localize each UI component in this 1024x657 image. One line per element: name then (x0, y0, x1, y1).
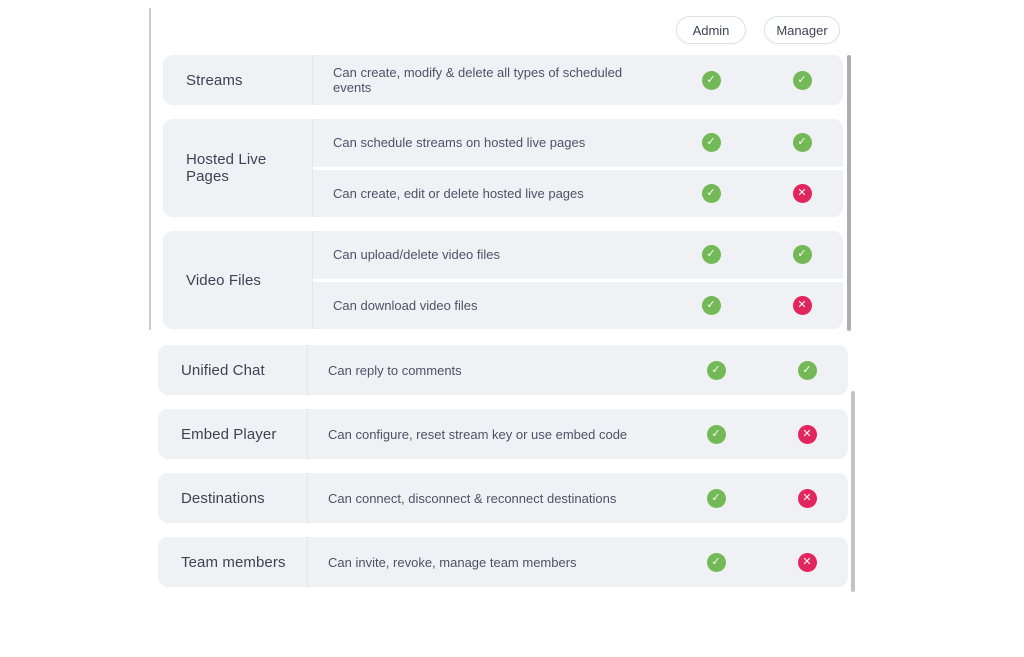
scrollbar-thumb-bottom[interactable] (851, 391, 855, 592)
permission-card-team-members: Team members Can invite, revoke, manage … (158, 537, 848, 587)
permission-row: Can connect, disconnect & reconnect dest… (308, 473, 848, 523)
category-label: Embed Player (158, 409, 308, 459)
category-label: Unified Chat (158, 345, 308, 395)
permission-description: Can schedule streams on hosted live page… (333, 135, 586, 151)
admin-role-button[interactable]: Admin (676, 16, 746, 44)
permission-description: Can configure, reset stream key or use e… (328, 426, 628, 442)
category-label: Team members (158, 537, 308, 587)
permission-card-streams: Streams Can create, modify & delete all … (163, 55, 843, 105)
manager-permission-icon: ✕ (792, 183, 812, 203)
manager-permission-icon: ✓ (792, 133, 812, 153)
manager-role-button[interactable]: Manager (764, 16, 840, 44)
manager-permission-icon: ✕ (797, 552, 817, 572)
permission-description: Can create, edit or delete hosted live p… (333, 185, 584, 201)
permission-row: Can upload/delete video files ✓ ✓ (313, 231, 843, 279)
permission-row: Can reply to comments ✓ ✓ (308, 345, 848, 395)
manager-permission-icon: ✕ (797, 424, 817, 444)
permission-card-unified-chat: Unified Chat Can reply to comments ✓ ✓ (158, 345, 848, 395)
permission-description: Can upload/delete video files (333, 247, 500, 263)
manager-permission-icon: ✓ (797, 360, 817, 380)
manager-permission-icon: ✓ (792, 245, 812, 265)
permission-card-embed-player: Embed Player Can configure, reset stream… (158, 409, 848, 459)
permission-card-video-files: Video Files Can upload/delete video file… (163, 231, 843, 329)
left-divider-line (149, 8, 151, 330)
admin-permission-icon: ✓ (706, 360, 726, 380)
permission-row: Can invite, revoke, manage team members … (308, 537, 848, 587)
category-label: Hosted Live Pages (163, 119, 313, 217)
permission-row: Can download video files ✓ ✕ (313, 278, 843, 330)
permission-description: Can connect, disconnect & reconnect dest… (328, 490, 617, 506)
admin-permission-icon: ✓ (706, 424, 726, 444)
permissions-group-bottom: Unified Chat Can reply to comments ✓ ✓ E… (158, 345, 848, 587)
permission-description: Can create, modify & delete all types of… (333, 65, 623, 95)
permission-description: Can download video files (333, 297, 478, 313)
permission-row: Can create, modify & delete all types of… (313, 55, 843, 105)
category-label: Streams (163, 55, 313, 105)
admin-permission-icon: ✓ (706, 488, 726, 508)
permission-description: Can invite, revoke, manage team members (328, 554, 577, 570)
permission-row: Can create, edit or delete hosted live p… (313, 166, 843, 218)
category-label: Video Files (163, 231, 313, 329)
admin-permission-icon: ✓ (701, 295, 721, 315)
admin-permission-icon: ✓ (701, 133, 721, 153)
permission-row: Can schedule streams on hosted live page… (313, 119, 843, 167)
admin-permission-icon: ✓ (701, 183, 721, 203)
admin-permission-icon: ✓ (706, 552, 726, 572)
admin-permission-icon: ✓ (701, 245, 721, 265)
scrollbar-thumb-top[interactable] (847, 55, 851, 331)
permissions-group-top: Streams Can create, modify & delete all … (163, 55, 843, 329)
permission-card-destinations: Destinations Can connect, disconnect & r… (158, 473, 848, 523)
category-label: Destinations (158, 473, 308, 523)
permission-card-hosted-live-pages: Hosted Live Pages Can schedule streams o… (163, 119, 843, 217)
permission-row: Can configure, reset stream key or use e… (308, 409, 848, 459)
manager-permission-icon: ✓ (792, 70, 812, 90)
manager-permission-icon: ✕ (797, 488, 817, 508)
manager-permission-icon: ✕ (792, 295, 812, 315)
permission-description: Can reply to comments (328, 362, 462, 378)
admin-permission-icon: ✓ (701, 70, 721, 90)
